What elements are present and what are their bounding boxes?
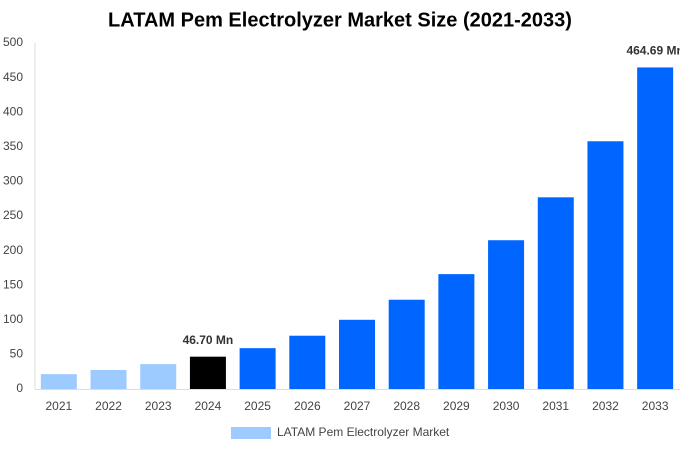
value-label: 464.69 Mn <box>626 44 680 58</box>
x-tick-label: 2023 <box>145 399 172 413</box>
bar <box>587 141 624 389</box>
x-tick-label: 2030 <box>493 399 520 413</box>
bar <box>339 319 375 389</box>
bar <box>140 364 177 389</box>
bar <box>90 369 127 389</box>
y-tick-label: 300 <box>3 174 23 188</box>
bar <box>239 348 276 389</box>
y-tick-label: 150 <box>3 277 23 291</box>
x-tick-label: 2025 <box>244 399 271 413</box>
bar <box>537 197 574 389</box>
value-label: 46.70 Mn <box>183 333 234 347</box>
bar <box>488 240 525 389</box>
bar <box>289 335 326 389</box>
x-tick-label: 2022 <box>95 399 122 413</box>
x-tick-label: 2021 <box>45 399 72 413</box>
y-tick-label: 200 <box>3 243 23 257</box>
legend-swatch <box>231 427 271 439</box>
x-tick-label: 2031 <box>542 399 569 413</box>
chart-title: LATAM Pem Electrolyzer Market Size (2021… <box>108 9 572 31</box>
x-tick-label: 2026 <box>294 399 321 413</box>
y-tick-label: 250 <box>3 208 23 222</box>
y-tick-label: 100 <box>3 312 23 326</box>
x-tick-label: 2033 <box>642 399 669 413</box>
y-tick-label: 350 <box>3 139 23 153</box>
bar <box>438 274 475 389</box>
y-tick-label: 400 <box>3 104 23 118</box>
y-tick-label: 450 <box>3 70 23 84</box>
bar <box>637 67 674 390</box>
x-tick-label: 2024 <box>195 399 222 413</box>
legend-label: LATAM Pem Electrolyzer Market <box>277 425 450 439</box>
y-tick-label: 500 <box>3 35 23 49</box>
bar <box>388 299 425 389</box>
x-tick-label: 2032 <box>592 399 619 413</box>
y-tick-label: 50 <box>10 347 24 361</box>
y-tick-label: 0 <box>16 381 23 395</box>
x-tick-label: 2027 <box>344 399 371 413</box>
x-tick-label: 2028 <box>393 399 420 413</box>
bar <box>40 374 77 389</box>
bar <box>189 356 226 389</box>
x-tick-label: 2029 <box>443 399 470 413</box>
